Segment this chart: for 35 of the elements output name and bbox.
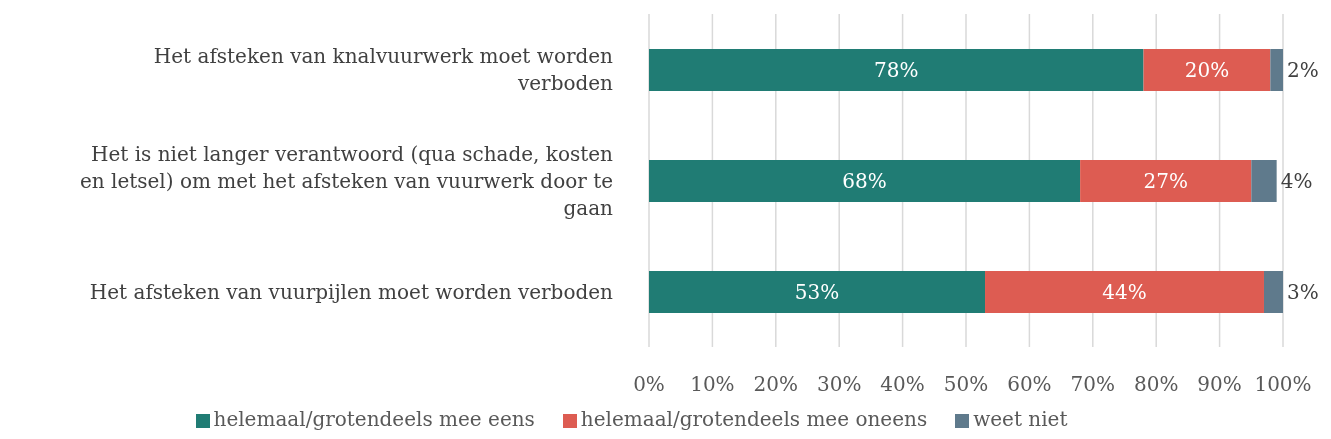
data-label: 44% xyxy=(1102,280,1147,304)
legend-label: weet niet xyxy=(973,407,1068,431)
bar xyxy=(1263,271,1283,313)
x-tick-label: 30% xyxy=(816,372,862,397)
bar xyxy=(1143,49,1271,91)
x-tick-label: 10% xyxy=(690,372,735,397)
data-label: 3% xyxy=(1287,280,1319,304)
data-label: 78% xyxy=(874,58,919,82)
data-label: 20% xyxy=(1184,58,1230,82)
x-tick-label: 40% xyxy=(880,372,925,397)
y-tick-label: Het afsteken van vuurpijlen moet worden verboden xyxy=(89,279,614,304)
y-tick-label: Het afsteken van knalvuurwerk moet worden verboden xyxy=(153,44,614,95)
x-tick-label: 50% xyxy=(943,372,989,397)
data-label: 2% xyxy=(1287,58,1319,82)
data-label: 68% xyxy=(842,169,887,193)
x-tick-label: 90% xyxy=(1197,372,1242,397)
bar xyxy=(649,49,1144,91)
x-tick-label: 0% xyxy=(633,372,665,397)
data-label: 53% xyxy=(794,280,840,304)
y-tick-label: Het is niet langer verantwoord (qua schade, kosten en letsel) om met het afsteken van vuurwerk door te gaan xyxy=(79,141,614,220)
bar xyxy=(649,271,986,313)
data-label: 4% xyxy=(1280,169,1313,193)
legend-label: helemaal/grotendeels mee eens xyxy=(213,407,535,431)
bar xyxy=(985,271,1264,313)
bar xyxy=(1270,49,1283,91)
x-tick-label: 100% xyxy=(1254,372,1312,397)
legend-label: helemaal/grotendeels mee oneens xyxy=(580,407,928,431)
bar xyxy=(649,160,1081,202)
x-tick-label: 70% xyxy=(1070,372,1116,397)
x-tick-label: 60% xyxy=(1007,372,1052,397)
data-label: 27% xyxy=(1143,169,1188,193)
bar xyxy=(1080,160,1252,202)
x-tick-label: 20% xyxy=(753,372,799,397)
x-tick-label: 80% xyxy=(1133,372,1179,397)
bar xyxy=(1251,160,1277,202)
